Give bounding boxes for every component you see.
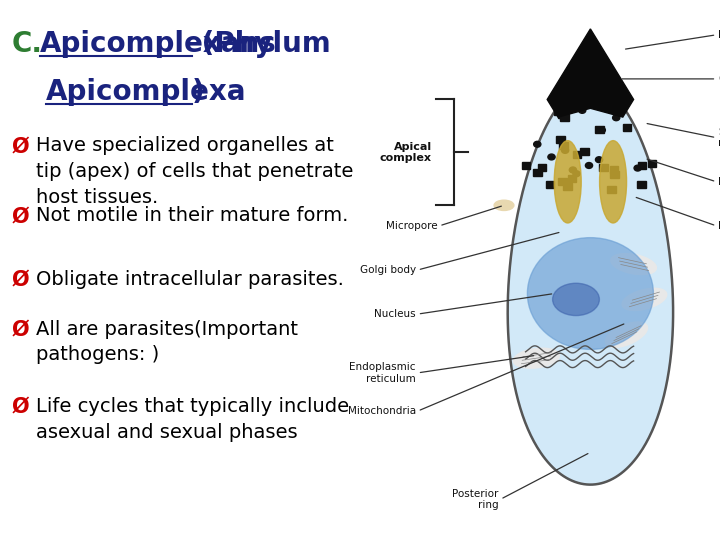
Text: Nucleus: Nucleus xyxy=(374,309,416,319)
Text: Obligate intracellular parasites.: Obligate intracellular parasites. xyxy=(36,270,343,289)
Text: C.: C. xyxy=(12,30,43,58)
Circle shape xyxy=(613,115,620,120)
Text: (Phylum: (Phylum xyxy=(192,30,330,58)
Text: Micronemes: Micronemes xyxy=(719,177,720,187)
Text: Endoplasmic
reticulum: Endoplasmic reticulum xyxy=(349,362,416,384)
Bar xyxy=(648,160,657,167)
Circle shape xyxy=(598,127,606,133)
Text: Mitochondria: Mitochondria xyxy=(348,406,416,416)
Bar xyxy=(637,181,646,188)
Bar xyxy=(572,151,581,158)
Bar xyxy=(558,111,567,118)
Ellipse shape xyxy=(600,140,626,223)
Text: Ø: Ø xyxy=(12,320,30,340)
Bar xyxy=(559,112,568,119)
Bar xyxy=(607,186,616,193)
Circle shape xyxy=(579,107,586,113)
Bar xyxy=(554,109,563,116)
Circle shape xyxy=(548,154,555,160)
Bar xyxy=(560,114,569,121)
Circle shape xyxy=(585,163,593,168)
Circle shape xyxy=(570,167,577,173)
Polygon shape xyxy=(508,85,673,484)
Text: Have specialized organelles at
tip (apex) of cells that penetrate
host tissues.: Have specialized organelles at tip (apex… xyxy=(36,136,353,207)
Bar xyxy=(599,164,608,171)
Bar xyxy=(522,163,531,170)
Text: Ø: Ø xyxy=(12,136,30,156)
Bar xyxy=(559,143,568,150)
Text: ): ) xyxy=(192,78,204,106)
Circle shape xyxy=(569,176,576,182)
Ellipse shape xyxy=(527,238,654,349)
Ellipse shape xyxy=(513,348,559,368)
Bar xyxy=(563,183,572,190)
Text: Micropore: Micropore xyxy=(386,221,438,231)
Text: Apicomplexa: Apicomplexa xyxy=(45,78,246,106)
Text: Subpellicular
microtubules: Subpellicular microtubules xyxy=(719,127,720,148)
Circle shape xyxy=(634,165,642,171)
Circle shape xyxy=(573,171,580,177)
Text: Ø: Ø xyxy=(12,206,30,226)
Text: Ø: Ø xyxy=(12,397,30,417)
Bar xyxy=(623,124,631,131)
Text: Posterior
ring: Posterior ring xyxy=(452,489,498,510)
Bar xyxy=(534,168,542,176)
Text: Conoid: Conoid xyxy=(719,74,720,84)
Text: All are parasites(Important
pathogens: ): All are parasites(Important pathogens: ) xyxy=(36,320,297,365)
Text: Ø: Ø xyxy=(12,270,30,290)
Ellipse shape xyxy=(606,322,647,347)
Bar xyxy=(610,166,618,173)
Text: Apical
complex: Apical complex xyxy=(380,141,432,163)
Bar xyxy=(611,171,619,178)
Ellipse shape xyxy=(611,254,657,275)
Text: Polar Ring: Polar Ring xyxy=(719,30,720,40)
Ellipse shape xyxy=(622,288,667,310)
Polygon shape xyxy=(547,29,634,117)
Ellipse shape xyxy=(554,140,581,223)
Text: Apicomplexans: Apicomplexans xyxy=(40,30,276,58)
Circle shape xyxy=(534,141,541,147)
Text: Rhoptry: Rhoptry xyxy=(719,221,720,231)
Bar xyxy=(538,164,546,171)
Circle shape xyxy=(595,157,603,163)
Bar xyxy=(595,126,604,133)
Ellipse shape xyxy=(553,283,600,315)
Bar xyxy=(637,162,646,169)
Circle shape xyxy=(562,147,569,153)
Bar xyxy=(567,175,576,182)
Bar xyxy=(557,136,565,143)
Bar xyxy=(580,147,589,154)
Ellipse shape xyxy=(494,200,514,211)
Text: Not motile in their mature form.: Not motile in their mature form. xyxy=(36,206,348,225)
Bar xyxy=(546,181,554,188)
Bar xyxy=(559,178,567,185)
Text: Life cycles that typically include
asexual and sexual phases: Life cycles that typically include asexu… xyxy=(36,397,348,442)
Text: Golgi body: Golgi body xyxy=(360,265,416,275)
